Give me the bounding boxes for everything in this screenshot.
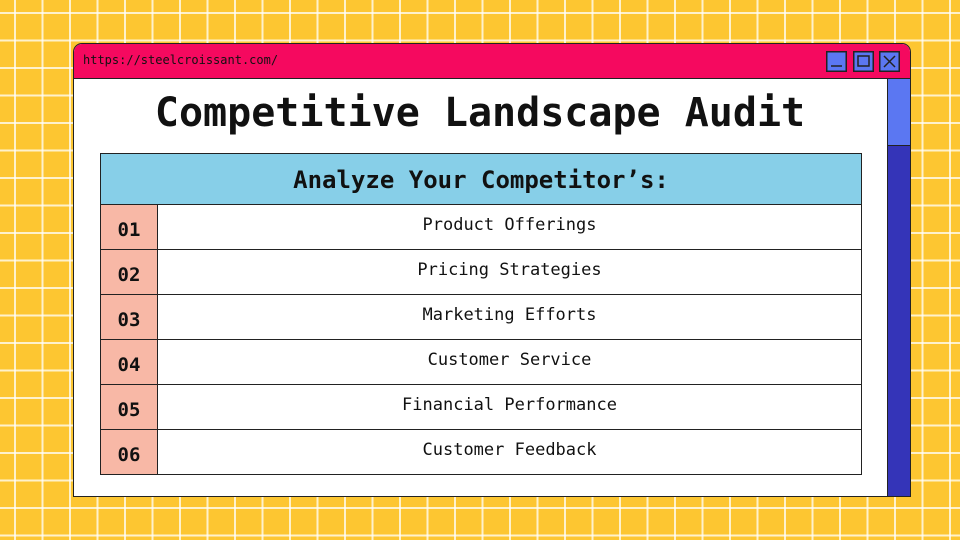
table-row: 02 Pricing Strategies — [101, 250, 861, 295]
table-row: 05 Financial Performance — [101, 385, 861, 430]
table-header: Analyze Your Competitor’s: — [101, 154, 861, 205]
table-row: 01 Product Offerings — [101, 205, 861, 250]
maximize-button[interactable] — [853, 51, 874, 72]
row-number: 06 — [101, 430, 158, 474]
close-button[interactable] — [879, 51, 900, 72]
table: Analyze Your Competitor’s: 01 Product Off… — [100, 153, 862, 475]
table-row: 04 Customer Service — [101, 340, 861, 385]
slide-title: Competitive Landscape Audit — [154, 90, 806, 136]
table-row: 03 Marketing Efforts — [101, 295, 861, 340]
url: https://steelcroissant.com/ — [83, 53, 279, 67]
table-row: 06 Customer Feedback — [101, 430, 861, 474]
browser-window: https://steelcroissant.com/ Competitive … — [73, 43, 911, 497]
scrollbar[interactable] — [887, 79, 910, 496]
minimize-button[interactable] — [826, 51, 847, 72]
row-number: 04 — [101, 340, 158, 384]
row-label: Customer Feedback — [422, 440, 597, 460]
scroll-thumb[interactable] — [888, 79, 910, 146]
row-label: Marketing Efforts — [422, 305, 597, 325]
title-bar: https://steelcroissant.com/ — [74, 44, 910, 79]
row-label: Pricing Strategies — [417, 260, 602, 280]
row-label: Product Offerings — [422, 215, 597, 235]
row-label: Financial Performance — [402, 395, 617, 415]
window-buttons — [826, 51, 900, 72]
row-label: Customer Service — [427, 350, 592, 370]
row-number: 02 — [101, 250, 158, 294]
row-number: 01 — [101, 205, 158, 249]
row-number: 05 — [101, 385, 158, 429]
row-number: 03 — [101, 295, 158, 339]
